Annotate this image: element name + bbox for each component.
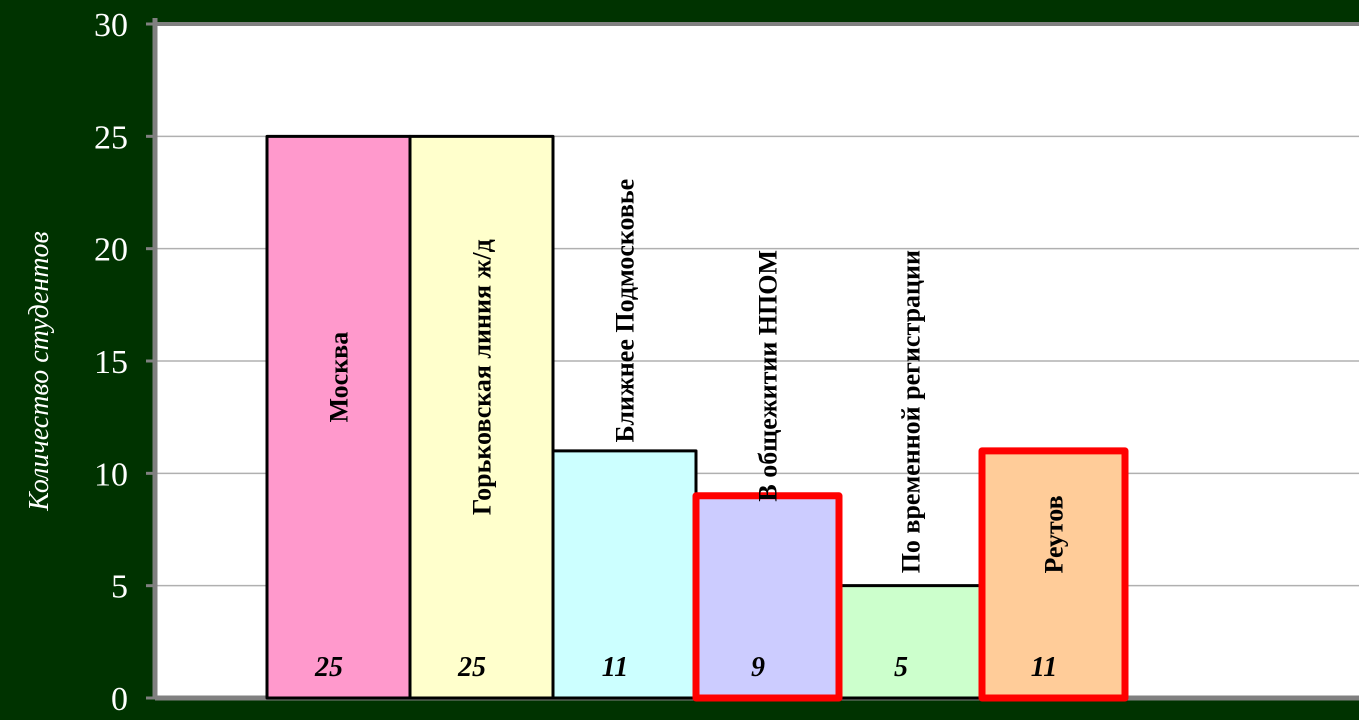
bar (837, 584, 984, 700)
bar-value-label: 11 (1031, 652, 1057, 683)
y-axis-label: Количество студентов (24, 231, 55, 511)
y-tick-label: 15 (94, 344, 128, 381)
y-tick-label: 30 (94, 7, 128, 44)
y-tick-label: 25 (94, 119, 128, 156)
bar-category-label: Горьковская линия ж/д (468, 239, 497, 515)
bar (551, 449, 698, 700)
bar (692, 492, 843, 702)
bar-category-labels: Москва Горьковская линия ж/д Ближнее Подмо… (325, 179, 1069, 574)
bars (265, 134, 1129, 702)
y-tick-label: 5 (111, 569, 128, 606)
bar-category-label: По временной регистрации (897, 250, 926, 573)
y-tick-label: 20 (94, 232, 128, 269)
bar (978, 447, 1129, 702)
bar-category-label: В общежитии НПОМ (754, 250, 783, 502)
bar (265, 134, 412, 700)
bar-value-label: 9 (751, 652, 765, 683)
bar-value-label: 25 (457, 652, 486, 683)
bar-value-label: 25 (314, 652, 343, 683)
bar (408, 134, 555, 700)
bar-value-label: 5 (894, 652, 908, 683)
bar-value-label: 11 (602, 652, 628, 683)
y-tick-label: 0 (111, 681, 128, 718)
y-tick-label: 10 (94, 456, 128, 493)
bar-category-label: Реутов (1040, 495, 1069, 573)
bar-category-label: Ближнее Подмосковье (611, 179, 640, 443)
bar-value-labels: 25 25 11 9 5 11 (314, 652, 1057, 683)
y-tick-labels: 0 5 10 15 20 25 30 (94, 7, 128, 718)
bar-category-label: Москва (325, 332, 354, 423)
